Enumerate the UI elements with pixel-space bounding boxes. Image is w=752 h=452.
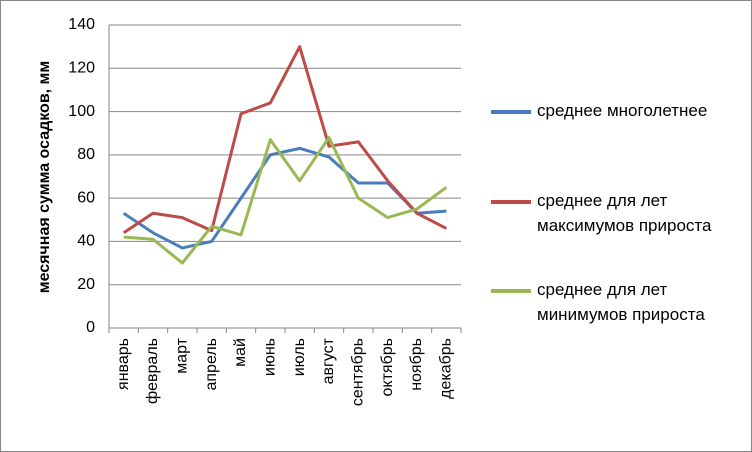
y-tick-label: 0 — [86, 319, 95, 336]
series-line — [123, 136, 448, 265]
legend-entry: среднее для лет минимумов прироста — [491, 280, 741, 327]
legend-swatch — [491, 110, 531, 114]
x-tick-label: июль — [291, 338, 308, 376]
x-tick-label: сентябрь — [350, 338, 367, 406]
x-tick-label: май — [232, 338, 249, 367]
legend-label: среднее многолетнее — [537, 101, 708, 120]
legend-entry: среднее для лет максимумов прироста — [491, 191, 741, 238]
x-tick-label: октябрь — [379, 338, 396, 396]
y-tick-label: 140 — [68, 16, 95, 33]
y-tick-label: 100 — [68, 103, 95, 120]
y-tick-label: 60 — [77, 189, 95, 206]
y-tick-label: 40 — [77, 233, 95, 250]
x-tick-label: ноябрь — [408, 338, 425, 391]
x-tick-label: февраль — [144, 338, 161, 404]
series-line — [122, 45, 448, 235]
x-tick-label: март — [174, 337, 191, 373]
x-tick-label: апрель — [203, 338, 220, 391]
x-tick-label: январь — [115, 338, 132, 390]
legend-label: среднее для лет максимумов прироста — [537, 191, 712, 235]
y-tick-label: 80 — [77, 146, 95, 163]
legend-swatch — [491, 289, 531, 293]
legend-swatch — [491, 200, 531, 204]
y-tick-label: 120 — [68, 60, 95, 77]
legend-entry: среднее многолетнее — [491, 101, 741, 123]
legend-label: среднее для лет минимумов прироста — [537, 280, 705, 324]
x-tick-label: июнь — [262, 338, 279, 376]
x-tick-label: декабрь — [438, 338, 455, 399]
x-tick-label: август — [320, 337, 337, 384]
y-axis-label: месячная сумма осадков, мм — [36, 61, 53, 293]
y-tick-label: 20 — [77, 276, 95, 293]
